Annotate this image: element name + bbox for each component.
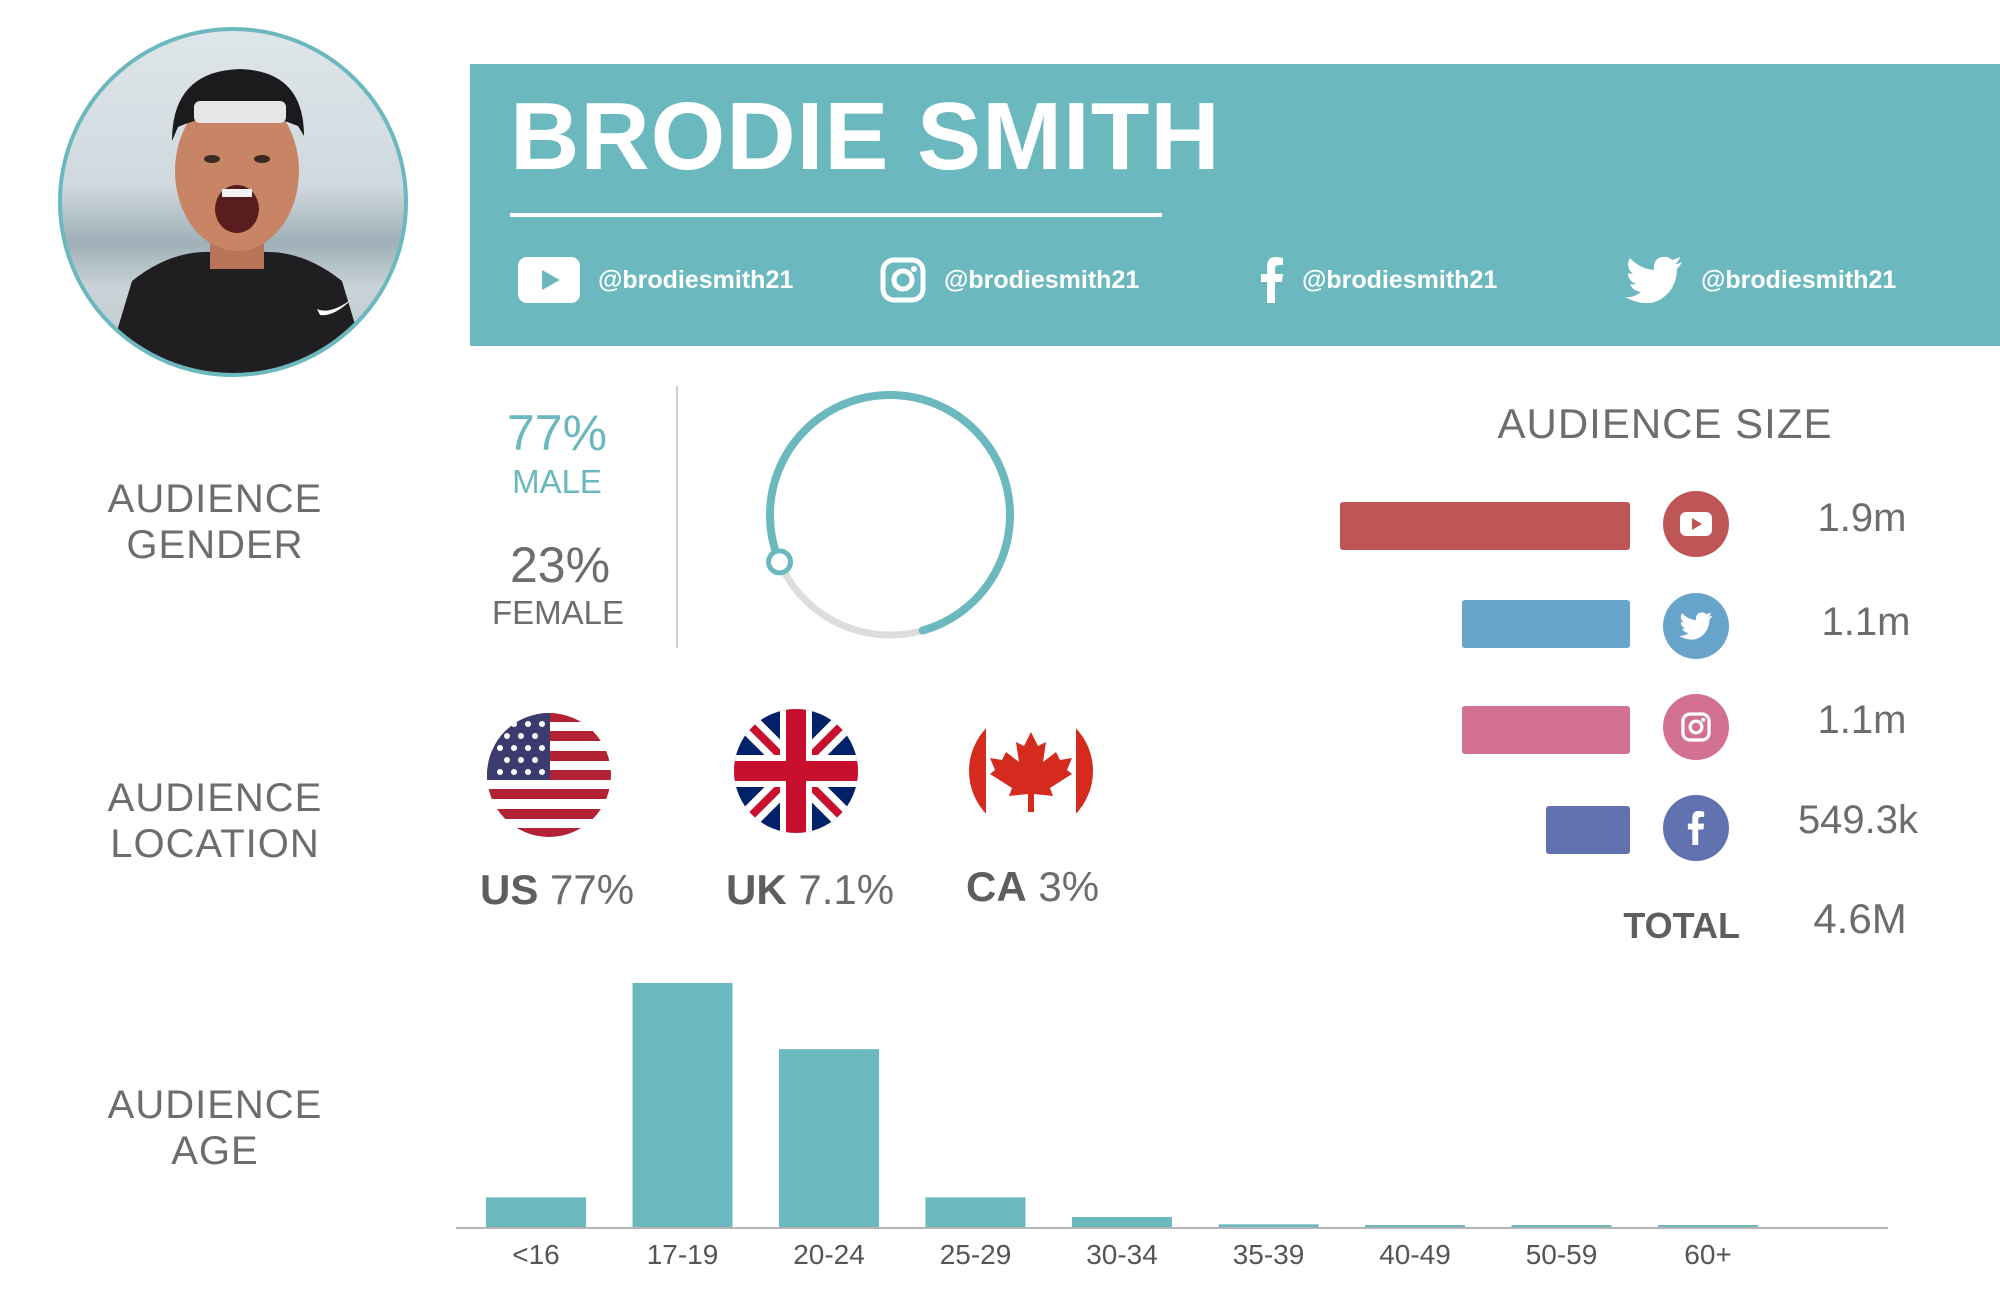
country-pct: 7.1% [798,866,895,913]
instagram-handle-link[interactable]: @brodiesmith21 [880,254,1139,306]
female-label: FEMALE [491,594,625,631]
audience-gender-label: AUDIENCE GENDER [60,476,370,568]
age-bar-60+ [1658,1225,1758,1228]
audience-location-label-line2: LOCATION [110,822,320,866]
facebook-audience-value: 549.3k [1797,798,1919,842]
location-uk: UK 7.1% [726,866,894,914]
twitter-audience-value: 1.1m [1821,600,1911,644]
gender-ring-chart [766,391,1014,639]
name-underline [510,213,1162,217]
profile-avatar [58,27,408,377]
country-code: US [480,866,539,913]
audience-age-label-line1: AUDIENCE [107,1083,323,1127]
twitter-icon [1663,593,1729,659]
instagram-icon [1663,694,1729,760]
female-percentage: 23% [509,537,611,593]
age-tick-label: 35-39 [1233,1239,1305,1270]
age-bar-50-59 [1511,1225,1612,1228]
age-tick-label: 30-34 [1086,1239,1158,1270]
location-ca: CA 3% [966,863,1099,911]
audience-age-label: AUDIENCE AGE [60,1082,370,1174]
gender-divider [676,386,678,648]
audience-location-label-line1: AUDIENCE [107,776,323,820]
profile-header: BRODIE SMITH @brodiesmith21 @brodiesmith… [470,64,2000,346]
age-tick-label: 20-24 [793,1239,865,1270]
male-percentage: 77% [506,405,608,461]
age-bar-<16 [486,1197,586,1228]
age-bar-30-34 [1072,1216,1172,1228]
age-bar-35-39 [1218,1224,1319,1228]
country-pct: 3% [1038,863,1100,910]
age-tick-label: 60+ [1684,1239,1732,1270]
location-us: US 77% [480,866,634,914]
twitter-handle: @brodiesmith21 [1701,265,1897,294]
us-flag-icon [487,713,611,837]
youtube-handle: @brodiesmith21 [598,265,794,294]
age-tick-label: 40-49 [1379,1239,1451,1270]
total-label: TOTAL [1623,905,1740,946]
audience-gender-label-line1: AUDIENCE [107,477,323,521]
youtube-audience-bar [1340,502,1630,550]
age-bar-20-24 [779,1049,879,1228]
youtube-handle-link[interactable]: @brodiesmith21 [518,254,793,306]
country-pct: 77% [550,866,635,913]
age-bar-chart: <16 17-19 20-24 25-29 30-34 35-39 40-49 50-59 60… [456,983,1888,1270]
facebook-icon [1261,257,1283,303]
profile-name: BRODIE SMITH [510,83,1221,190]
audience-location-label: AUDIENCE LOCATION [60,775,370,867]
ca-flag-icon [969,709,1093,833]
avatar-portrait [104,69,370,373]
facebook-handle: @brodiesmith21 [1302,265,1498,294]
age-bar-25-29 [925,1197,1026,1228]
instagram-handle: @brodiesmith21 [944,265,1140,294]
age-tick-label: 50-59 [1526,1239,1598,1270]
instagram-icon [880,257,926,303]
youtube-icon [518,257,580,303]
total-value: 4.6M [1813,895,1907,942]
twitter-handle-link[interactable]: @brodiesmith21 [1625,254,1896,306]
audience-gender-label-line2: GENDER [126,523,304,567]
instagram-audience-bar [1462,706,1630,754]
age-tick-label: 17-19 [647,1239,719,1270]
facebook-handle-link[interactable]: @brodiesmith21 [1260,254,1497,306]
country-code: UK [726,866,787,913]
twitter-audience-bar [1462,600,1630,648]
youtube-audience-value: 1.9m [1817,496,1907,540]
age-bar-17-19 [632,983,733,1228]
audience-size-title: AUDIENCE SIZE [1497,400,1833,447]
age-tick-label: 25-29 [940,1239,1012,1270]
youtube-icon [1663,491,1729,557]
age-tick-label: <16 [512,1239,560,1270]
facebook-audience-bar [1546,806,1630,854]
uk-flag-icon [734,709,858,833]
ring-marker [766,548,794,576]
male-share-arc [766,391,1014,635]
country-code: CA [966,863,1027,910]
age-bar-40-49 [1365,1225,1465,1228]
audience-age-label-line2: AGE [171,1129,259,1173]
instagram-audience-value: 1.1m [1817,698,1907,742]
facebook-icon [1663,795,1729,861]
male-label: MALE [512,463,602,500]
twitter-icon [1625,257,1682,303]
